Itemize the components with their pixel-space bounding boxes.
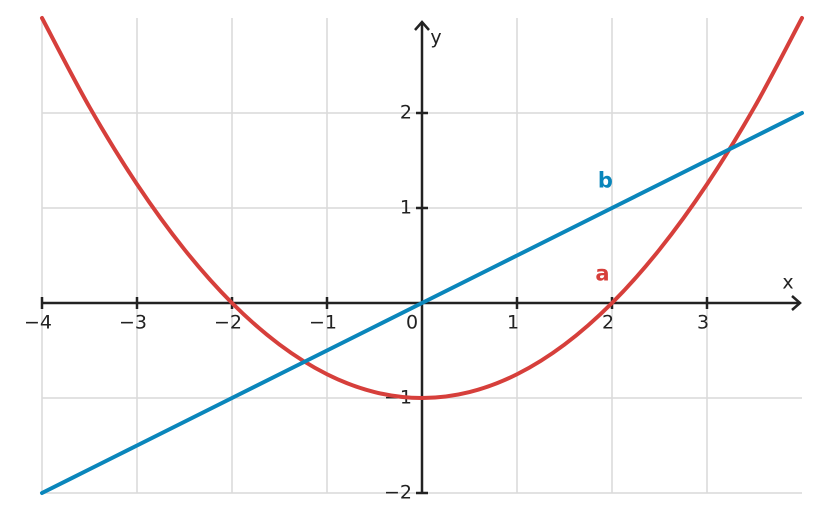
x-axis-label: x xyxy=(782,272,793,294)
y-tick-label: −2 xyxy=(384,482,412,504)
x-tick-label: 3 xyxy=(697,312,709,334)
y-axis-arrow xyxy=(414,20,430,31)
x-tick-label: −2 xyxy=(214,312,242,334)
plot-area: ab xyxy=(40,16,804,495)
x-tick-label: 2 xyxy=(602,312,614,334)
x-tick-label: −3 xyxy=(119,312,147,334)
y-axis-label: y xyxy=(430,27,441,49)
x-tick-label: 0 xyxy=(406,312,418,334)
x-axis-arrow xyxy=(791,295,802,311)
x-tick-label: −4 xyxy=(24,312,52,334)
x-tick-label: 1 xyxy=(507,312,519,334)
curve xyxy=(40,16,804,401)
y-tick-label: 1 xyxy=(400,197,412,219)
x-tick-label: −1 xyxy=(309,312,337,334)
curve xyxy=(40,111,804,495)
series-label: a xyxy=(595,262,609,286)
y-tick-label: 2 xyxy=(400,102,412,124)
series-label: b xyxy=(598,168,613,192)
